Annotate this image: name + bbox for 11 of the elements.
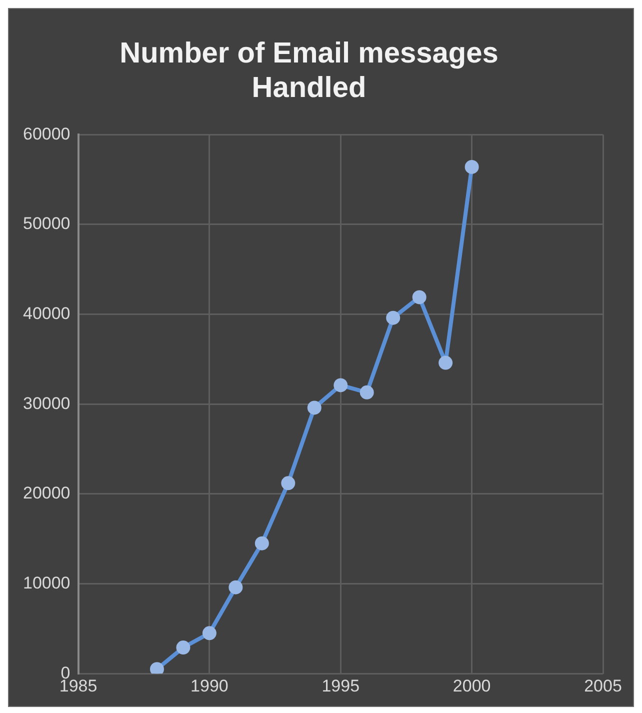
x-tick-label: 1990 (190, 676, 228, 696)
x-tick-label: 2000 (452, 676, 491, 696)
x-tick-label: 2005 (584, 676, 622, 696)
chart-title: Number of Email messages Handled (120, 37, 498, 104)
y-tick-label: 50000 (22, 214, 70, 234)
y-tick-label: 10000 (22, 573, 70, 592)
y-tick-label: 30000 (22, 394, 70, 413)
y-tick-label: 40000 (22, 304, 70, 323)
y-tick-label: 20000 (22, 484, 70, 503)
x-tick-label: 1995 (322, 676, 360, 696)
y-tick-label: 60000 (22, 124, 70, 144)
